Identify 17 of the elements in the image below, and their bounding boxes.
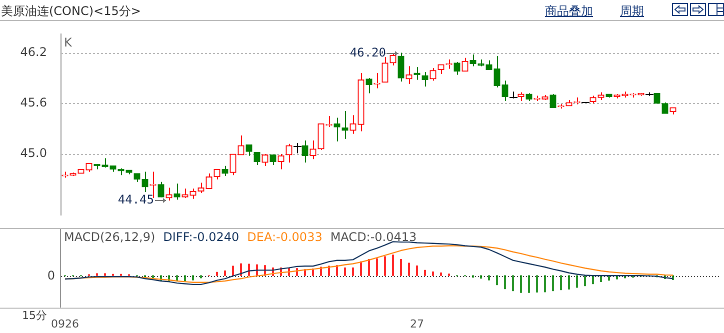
annotation: K [64, 35, 73, 50]
chart-title: 美原油连(CONC)<15分> [1, 3, 141, 20]
text: 周期 [620, 3, 644, 20]
y-tick-label: 45.6 [20, 96, 47, 110]
y-tick-label: 46.2 [20, 44, 47, 59]
x-tick-label: 0926 [51, 317, 79, 330]
text: DIFF:-0.0240 [163, 230, 240, 244]
annotation: MACD:-0.0413 [330, 230, 417, 244]
annotation: 46.20 [350, 46, 386, 60]
y-tick-label: 45.0 [20, 146, 47, 160]
x-tick-label: 27 [410, 317, 424, 330]
annotation: 44.45 [118, 192, 154, 207]
x-axis-title: 15分 [22, 309, 47, 322]
series-label: DEA:-0.0033 [247, 230, 322, 244]
ref-line-label: 0 [47, 268, 55, 283]
chart-title: MACD(26,12,9) [64, 230, 156, 244]
text: 商品叠加 [545, 3, 593, 20]
